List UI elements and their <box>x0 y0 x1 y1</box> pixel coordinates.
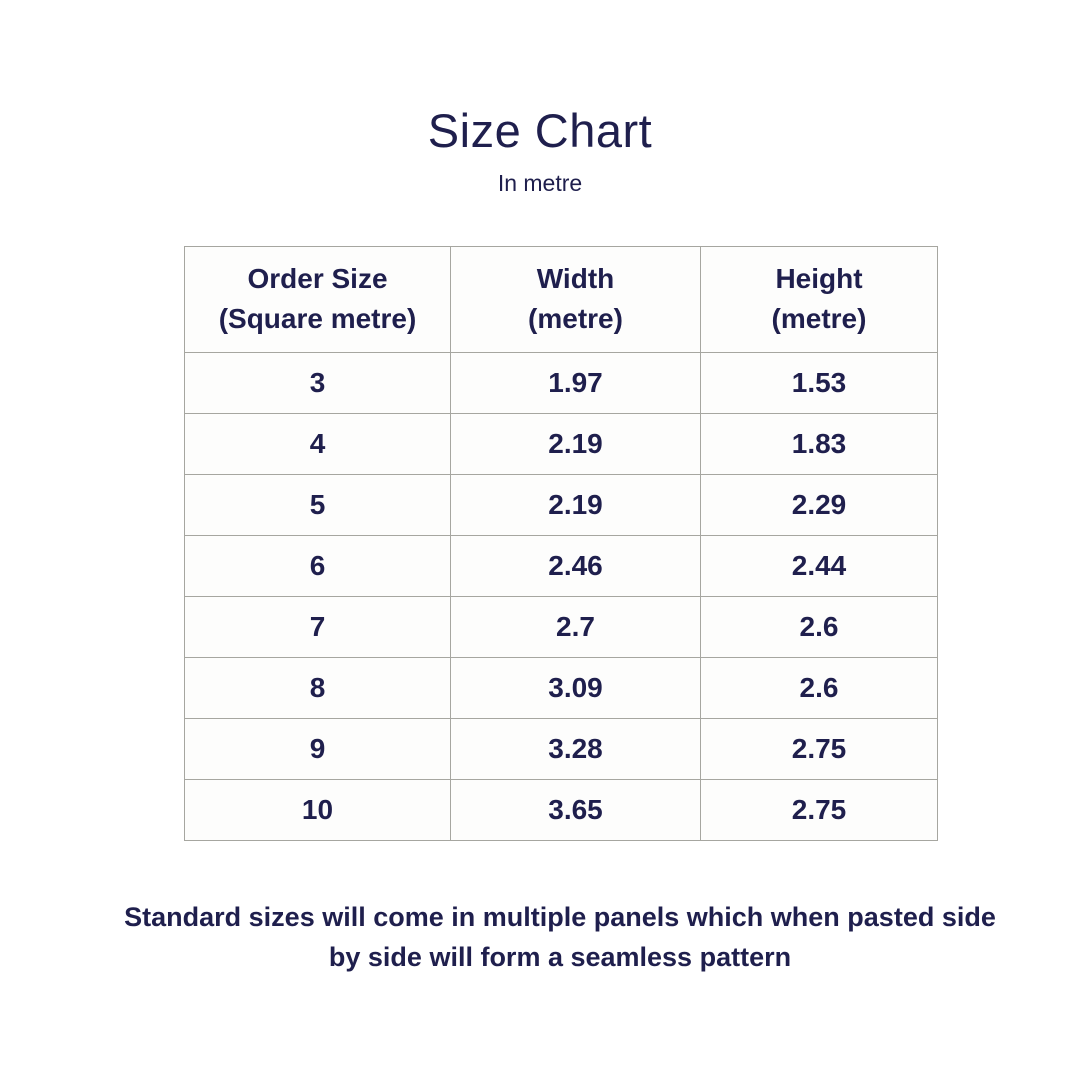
table-cell: 2.19 <box>450 473 701 536</box>
table-row: 6 2.46 2.44 <box>184 534 938 597</box>
table-cell: 2.7 <box>450 595 701 658</box>
table-cell: 2.6 <box>700 656 938 719</box>
table-cell: 2.46 <box>450 534 701 597</box>
table-row: 5 2.19 2.29 <box>184 473 938 536</box>
table-cell: 7 <box>184 595 451 658</box>
table-cell: 2.75 <box>700 717 938 780</box>
table-cell: 9 <box>184 717 451 780</box>
table-cell: 1.53 <box>700 351 938 414</box>
table-row: 8 3.09 2.6 <box>184 656 938 719</box>
table-cell: 2.19 <box>450 412 701 475</box>
table-row: 4 2.19 1.83 <box>184 412 938 475</box>
size-chart-table: Order Size (Square metre) Width (metre) Heig… <box>184 245 938 841</box>
column-header: Height (metre) <box>700 245 938 353</box>
table-cell: 8 <box>184 656 451 719</box>
column-header-label: Width <box>536 262 615 294</box>
table-body: 3 1.97 1.53 4 2.19 1.83 5 2.19 2.29 6 2.46 2.44 7 2.7… <box>184 351 938 841</box>
table-cell: 1.97 <box>450 351 701 414</box>
table-cell: 5 <box>184 473 451 536</box>
unit-note: In metre <box>497 170 583 197</box>
footer-note: Standard sizes will come in multiple pan… <box>124 901 996 973</box>
table-cell: 2.6 <box>700 595 938 658</box>
column-header: Order Size (Square metre) <box>184 245 451 353</box>
table-cell: 2.44 <box>700 534 938 597</box>
table-cell: 6 <box>184 534 451 597</box>
column-header-label: Height <box>775 262 863 294</box>
table-cell: 3.28 <box>450 717 701 780</box>
table-row: 9 3.28 2.75 <box>184 717 938 780</box>
table-cell: 2.75 <box>700 778 938 841</box>
column-header-label: Order Size <box>247 262 388 294</box>
table-cell: 2.29 <box>700 473 938 536</box>
table-row: 10 3.65 2.75 <box>184 778 938 841</box>
column-header-sublabel: (Square metre) <box>218 303 417 335</box>
table-cell: 3.09 <box>450 656 701 719</box>
column-header: Width (metre) <box>450 245 701 353</box>
table-row: 7 2.7 2.6 <box>184 595 938 658</box>
table-cell: 1.83 <box>700 412 938 475</box>
table-cell: 3 <box>184 351 451 414</box>
table-cell: 10 <box>184 778 451 841</box>
page-title: Size Chart <box>427 104 653 157</box>
column-header-sublabel: (metre) <box>528 303 623 335</box>
table-cell: 4 <box>184 412 451 475</box>
table-cell: 3.65 <box>450 778 701 841</box>
table-row: 3 1.97 1.53 <box>184 351 938 414</box>
column-header-sublabel: (metre) <box>771 303 867 335</box>
table-header-row: Order Size (Square metre) Width (metre) Heig… <box>184 245 938 353</box>
